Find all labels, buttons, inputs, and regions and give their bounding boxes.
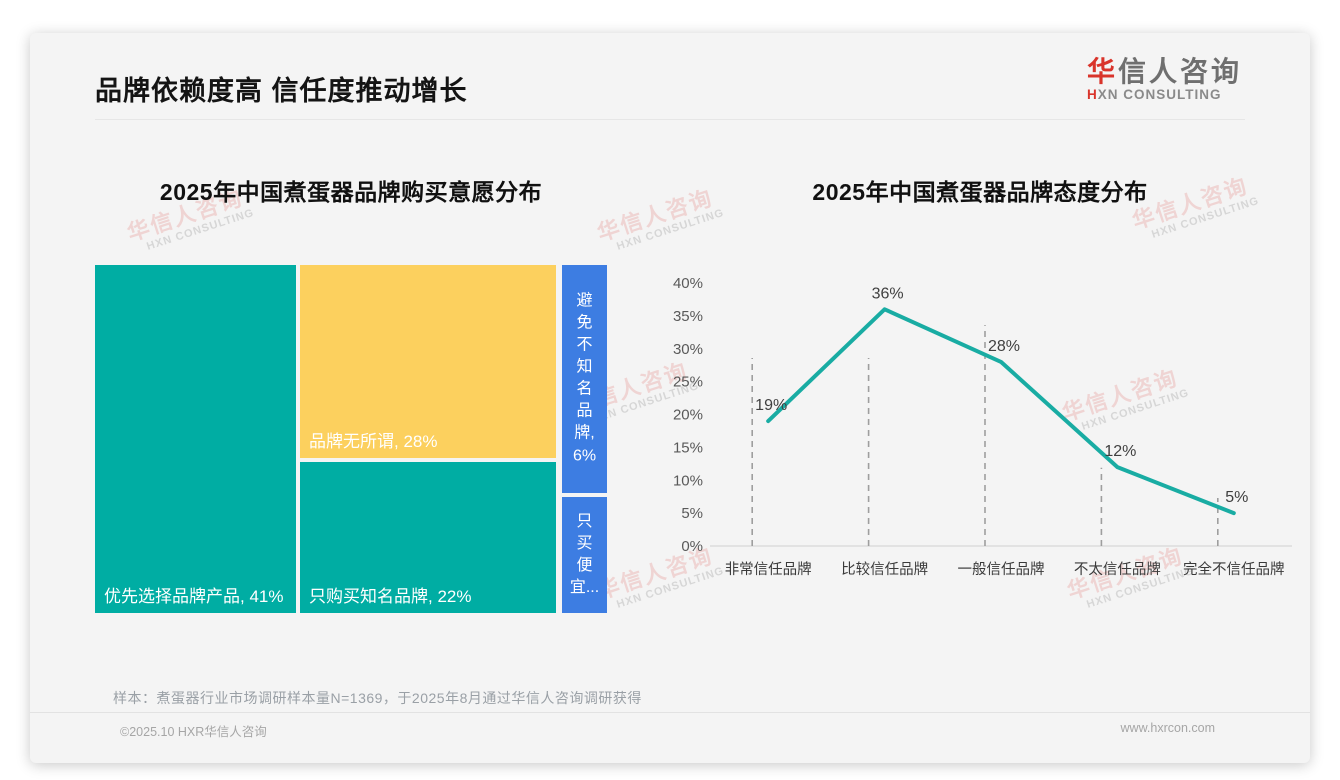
y-axis-tick-label: 40% bbox=[673, 275, 703, 292]
treemap-block-known-brand-only: 只购买知名品牌, 22% bbox=[300, 462, 556, 613]
y-axis-tick-label: 10% bbox=[673, 472, 703, 489]
copyright-text: ©2025.10 HXR华信人咨询 bbox=[120, 725, 267, 739]
x-axis-category-label: 非常信任品牌 bbox=[725, 561, 812, 578]
logo-en-text: HXN CONSULTING bbox=[1087, 88, 1242, 102]
logo-en-first-char: H bbox=[1086, 87, 1098, 103]
x-axis-category-label: 完全不信任品牌 bbox=[1183, 560, 1285, 578]
data-point-label: 5% bbox=[1225, 489, 1248, 506]
data-point-label: 28% bbox=[988, 338, 1020, 355]
sample-note: 样本：煮蛋器行业市场调研样本量N=1369，于2025年8月通过华信人咨询调研获… bbox=[113, 690, 642, 706]
y-axis-tick-label: 20% bbox=[673, 407, 703, 424]
line-chart: 0% 5% 10% 15% 20% 25% 30% 35% 40% 19% 36% 28% 12% 5% 非… bbox=[640, 262, 1300, 592]
logo-cn-first-char: 华 bbox=[1086, 56, 1118, 87]
page-title: 品牌依赖度高 信任度推动增长 bbox=[95, 76, 468, 106]
slide-card: 品牌依赖度高 信任度推动增长 华信人咨询 HXN CONSULTING 华信人咨… bbox=[30, 33, 1310, 763]
website-url: www.hxrcon.com bbox=[1120, 721, 1215, 735]
treemap-chart-title: 2025年中国煮蛋器品牌购买意愿分布 bbox=[159, 179, 543, 205]
logo-cn-rest: 信人咨询 bbox=[1117, 56, 1242, 87]
company-logo: 华信人咨询 HXN CONSULTING bbox=[1087, 57, 1242, 103]
y-axis-tick-label: 25% bbox=[673, 374, 703, 391]
logo-en-rest: XN CONSULTING bbox=[1097, 87, 1222, 103]
line-chart-svg: 0% 5% 10% 15% 20% 25% 30% 35% 40% 19% 36% 28% 12% 5% 非… bbox=[673, 275, 1292, 578]
data-point-label: 36% bbox=[872, 285, 904, 302]
x-axis-category-label: 一般信任品牌 bbox=[958, 561, 1045, 578]
data-line bbox=[766, 307, 1236, 516]
treemap-block-label: 品牌无所谓, 28% bbox=[309, 432, 438, 451]
footer-divider bbox=[30, 712, 1310, 713]
treemap-block-prefer-brand: 优先选择品牌产品, 41% bbox=[95, 265, 296, 613]
treemap-block-label: 避 免 不 知 名 品 牌, 6% bbox=[572, 292, 597, 465]
y-axis-tick-label: 30% bbox=[673, 341, 703, 358]
line-chart-title: 2025年中国煮蛋器品牌态度分布 bbox=[812, 179, 1148, 205]
treemap-block-avoid-unknown: 避 免 不 知 名 品 牌, 6% bbox=[562, 265, 607, 493]
logo-cn-text: 华信人咨询 bbox=[1087, 57, 1242, 86]
y-axis-tick-label: 5% bbox=[681, 505, 703, 522]
x-axis-category-label: 不太信任品牌 bbox=[1074, 561, 1161, 578]
treemap-block-buy-cheap: 只 买 便 宜... bbox=[562, 497, 607, 613]
data-point-label: 12% bbox=[1104, 443, 1136, 460]
y-axis-tick-label: 35% bbox=[673, 308, 703, 325]
treemap-block-label: 只购买知名品牌, 22% bbox=[309, 587, 472, 606]
y-axis-tick-label: 0% bbox=[681, 538, 703, 555]
y-axis-tick-label: 15% bbox=[673, 439, 703, 456]
treemap-block-label: 只 买 便 宜... bbox=[569, 512, 600, 597]
title-divider bbox=[95, 119, 1245, 120]
data-point-label: 19% bbox=[755, 397, 787, 414]
treemap-block-label: 优先选择品牌产品, 41% bbox=[104, 587, 284, 606]
x-axis-category-label: 比较信任品牌 bbox=[841, 560, 928, 578]
treemap-block-brand-indifferent: 品牌无所谓, 28% bbox=[300, 265, 556, 458]
treemap-chart: 优先选择品牌产品, 41% 品牌无所谓, 28% 只购买知名品牌, 22% 避 … bbox=[95, 265, 607, 613]
